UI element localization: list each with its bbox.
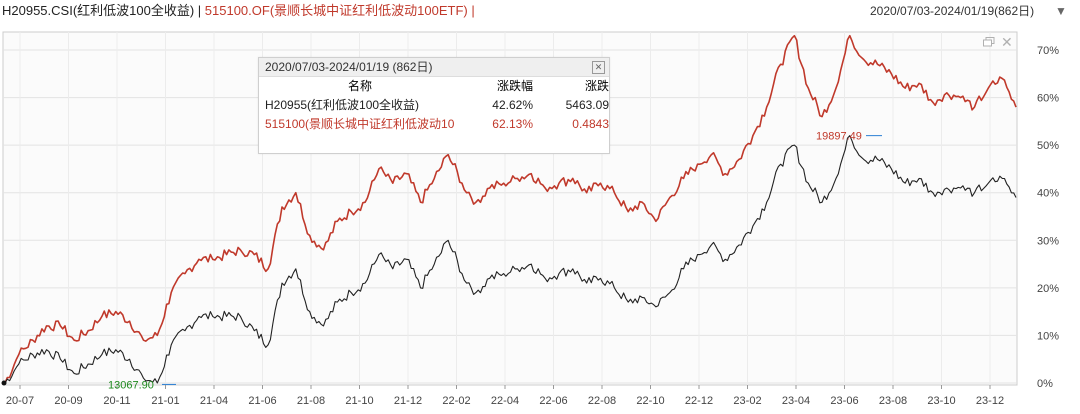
x-tick-label: 23-02 xyxy=(733,395,761,407)
date-range-label[interactable]: 2020/07/03-2024/01/19(862日) xyxy=(870,4,1035,18)
x-tick-label: 21-10 xyxy=(345,395,373,407)
x-tick-label: 23-08 xyxy=(879,395,907,407)
column-header-name: 名称 xyxy=(347,79,372,93)
y-axis: 0% 10% 20% 30% 40% 50% 60% 70% xyxy=(1037,45,1059,390)
low-annotation: 13067.90 xyxy=(108,379,154,391)
x-tick-label: 23-06 xyxy=(830,395,858,407)
info-panel-header: 2020/07/03-2024/01/19 (862日) ✕ xyxy=(259,58,609,77)
high-annotation: 19897.49 xyxy=(816,131,862,143)
x-tick-label: 20-09 xyxy=(54,395,82,407)
x-tick-label: 22-02 xyxy=(442,395,470,407)
y-tick-label: 40% xyxy=(1037,188,1059,200)
column-header-pct: 涨跌幅 xyxy=(496,79,533,93)
annotations: 13067.90 19897.49 xyxy=(1,131,882,391)
x-tick-label: 22-08 xyxy=(588,395,616,407)
info-panel-title: 2020/07/03-2024/01/19 (862日) xyxy=(265,60,433,74)
x-tick-label: 21-12 xyxy=(394,395,422,407)
x-tick-label: 21-01 xyxy=(151,395,179,407)
close-icon[interactable]: ✕ xyxy=(592,61,605,74)
column-header-change: 涨跌 xyxy=(584,79,609,93)
info-panel: 2020/07/03-2024/01/19 (862日) ✕ 名称 涨跌幅 涨跌… xyxy=(258,57,610,154)
info-row-515100: 515100(景顺长城中证红利低波动10 62.13% 0.4843 xyxy=(259,115,609,134)
x-tick-label: 20-11 xyxy=(103,395,130,407)
y-tick-label: 0% xyxy=(1037,378,1053,390)
x-axis: 20-07 20-09 20-11 21-01 21-04 21-06 21-08 21-10… xyxy=(6,385,1004,407)
row-name: H20955(红利低波100全收益) xyxy=(265,98,420,112)
series-line-515100 xyxy=(4,34,1017,384)
x-tick-label: 21-04 xyxy=(200,395,228,407)
y-tick-label: 60% xyxy=(1037,93,1059,105)
chart-title-bar: H20955.CSI(红利低波100全收益) | 515100.OF(景顺长城中… xyxy=(0,0,1080,22)
x-tick-label: 23-04 xyxy=(782,395,810,407)
y-tick-label: 30% xyxy=(1037,235,1059,247)
row-change: 5463.09 xyxy=(565,98,609,112)
series2-title: 515100.OF(景顺长城中证红利低波动100ETF) | xyxy=(204,3,475,18)
x-tick-label: 22-06 xyxy=(539,395,567,407)
x-tick-label: 22-04 xyxy=(491,395,519,407)
row-pct: 62.13% xyxy=(492,117,533,131)
info-header-row: 名称 涨跌幅 涨跌 xyxy=(259,77,609,96)
row-name: 515100(景顺长城中证红利低波动10 xyxy=(265,117,455,131)
info-row-h20955: H20955(红利低波100全收益) 42.62% 5463.09 xyxy=(259,96,609,115)
y-tick-label: 50% xyxy=(1037,140,1059,152)
x-tick-label: 21-06 xyxy=(248,395,276,407)
close-icon[interactable]: ✕ xyxy=(1001,34,1013,50)
x-tick-label: 21-08 xyxy=(297,395,325,407)
x-tick-label: 20-07 xyxy=(6,395,34,407)
series-lines xyxy=(4,34,1017,384)
x-tick-label: 23-12 xyxy=(976,395,1004,407)
row-change: 0.4843 xyxy=(572,117,609,131)
series1-title: H20955.CSI(红利低波100全收益) | xyxy=(2,3,205,18)
y-tick-label: 70% xyxy=(1037,45,1059,57)
triangle-down-icon[interactable]: ▼ xyxy=(1055,4,1067,18)
y-tick-label: 10% xyxy=(1037,330,1059,342)
series-line-H20955 xyxy=(4,135,1017,384)
x-tick-label: 23-10 xyxy=(927,395,955,407)
x-tick-label: 22-12 xyxy=(685,395,713,407)
window-restore-icon[interactable] xyxy=(983,37,995,47)
series-titles: H20955.CSI(红利低波100全收益) | 515100.OF(景顺长城中… xyxy=(2,0,475,22)
y-tick-label: 20% xyxy=(1037,283,1059,295)
x-tick-label: 22-10 xyxy=(636,395,664,407)
row-pct: 42.62% xyxy=(492,98,533,112)
